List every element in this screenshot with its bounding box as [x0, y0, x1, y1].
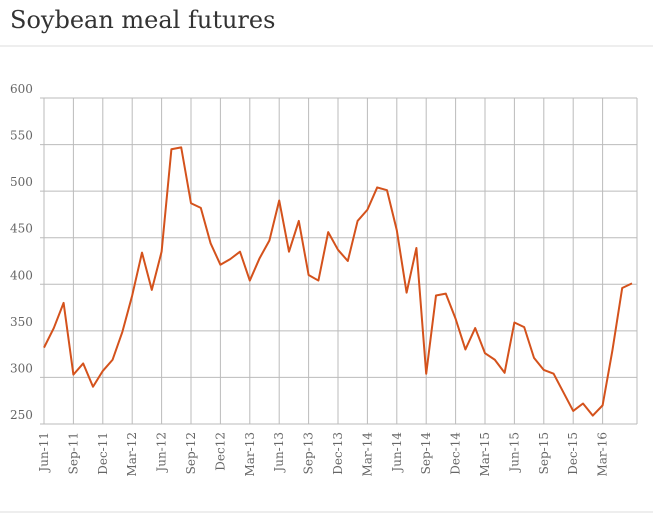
x-tick-label: Mar-12	[125, 432, 139, 477]
y-tick-label: 500	[10, 175, 33, 189]
x-tick-label: Dec-15	[566, 432, 580, 475]
x-tick-label: Jun-11	[37, 432, 51, 474]
x-tick-label: Dec-13	[331, 432, 345, 475]
x-tick-label: Dec12	[213, 432, 227, 471]
x-tick-label: Jun-12	[155, 432, 169, 474]
x-tick-label: Mar-14	[360, 432, 374, 477]
y-tick-label: 400	[10, 268, 33, 282]
x-tick-label: Sep-11	[66, 432, 80, 474]
y-tick-label: 550	[10, 129, 33, 143]
x-tick-label: Jun-14	[390, 432, 404, 474]
y-tick-label: 450	[10, 222, 33, 236]
x-tick-label: Jun-15	[507, 432, 521, 474]
x-tick-label: Sep-14	[419, 432, 433, 475]
y-tick-label: 250	[10, 408, 33, 422]
x-tick-label: Dec-11	[96, 432, 110, 475]
x-tick-label: Dec-14	[449, 432, 463, 475]
x-tick-label: Jun-13	[272, 432, 286, 474]
y-tick-label: 350	[10, 315, 33, 329]
x-tick-label: Sep-15	[537, 432, 551, 474]
y-tick-label: 600	[10, 82, 33, 96]
y-tick-label: 300	[10, 361, 33, 375]
x-tick-label: Sep-12	[184, 432, 198, 474]
x-tick-label: Mar-13	[243, 432, 257, 477]
chart-title: Soybean meal futures	[10, 6, 275, 34]
x-tick-label: Mar-15	[478, 432, 492, 477]
x-tick-label: Mar-16	[596, 432, 610, 477]
data-line	[43, 146, 633, 417]
x-tick-label: Sep-13	[302, 432, 316, 474]
